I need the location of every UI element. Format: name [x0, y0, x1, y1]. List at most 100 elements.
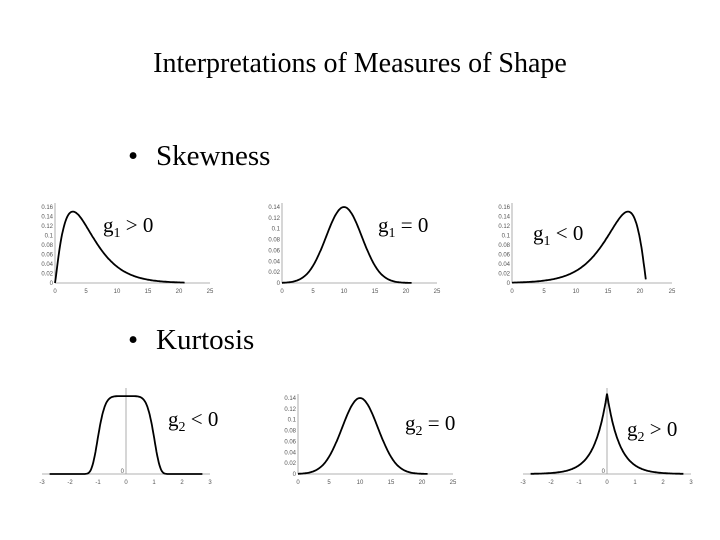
- coef-relation: = 0: [423, 411, 456, 435]
- coefficient-label: g2 < 0: [168, 407, 218, 435]
- x-tick-label: 1: [152, 480, 156, 486]
- x-tick-label: 1: [633, 480, 637, 486]
- coefficient-label: g1 < 0: [533, 221, 583, 249]
- y-tick-label: 0.06: [498, 253, 510, 259]
- x-tick-label: 15: [605, 289, 612, 295]
- coef-symbol: g: [103, 213, 114, 237]
- y-tick-label: 0.1: [502, 234, 511, 240]
- y-tick-label: 0.04: [284, 450, 296, 456]
- coef-relation: = 0: [396, 213, 429, 237]
- y-tick-label: 0: [507, 281, 511, 287]
- y-tick-label: 0.02: [268, 270, 280, 276]
- x-tick-label: 2: [661, 480, 665, 486]
- x-tick-label: 10: [114, 289, 121, 295]
- coefficient-label: g1 > 0: [103, 213, 153, 241]
- y-tick-label: 0.06: [41, 253, 53, 259]
- coef-relation: < 0: [186, 407, 219, 431]
- x-tick-label: 0: [280, 289, 284, 295]
- y-tick-label: 0.02: [41, 272, 53, 278]
- slide-title: Interpretations of Measures of Shape: [153, 48, 567, 79]
- y-tick-label: 0.12: [284, 407, 296, 413]
- x-tick-label: 5: [311, 289, 315, 295]
- density-curve: [298, 397, 428, 475]
- y-tick-label: 0: [121, 469, 125, 475]
- x-tick-label: 0: [510, 289, 514, 295]
- y-tick-label: 0.04: [498, 262, 510, 268]
- bullet-kurtosis: • Kurtosis: [128, 324, 254, 357]
- x-tick-label: 20: [419, 480, 426, 486]
- density-curve: [282, 206, 412, 284]
- y-tick-label: 0.1: [45, 234, 54, 240]
- coef-subscript: 2: [179, 420, 186, 435]
- y-tick-label: 0.14: [498, 215, 510, 221]
- bullet-label-kurtosis: Kurtosis: [156, 324, 255, 356]
- density-curve: [530, 393, 684, 475]
- y-tick-label: 0.02: [498, 272, 510, 278]
- y-tick-label: 0.16: [498, 205, 510, 211]
- x-tick-label: 2: [180, 480, 184, 486]
- coef-symbol: g: [627, 417, 638, 441]
- x-tick-label: 5: [84, 289, 88, 295]
- y-tick-label: 0.14: [284, 396, 296, 402]
- x-tick-label: 0: [124, 480, 128, 486]
- x-tick-label: 20: [176, 289, 183, 295]
- y-tick-label: 0.16: [41, 205, 53, 211]
- coef-symbol: g: [378, 213, 389, 237]
- coef-symbol: g: [533, 221, 544, 245]
- bullet-marker: •: [128, 140, 139, 172]
- x-tick-label: -1: [576, 480, 582, 486]
- x-tick-label: 5: [327, 480, 331, 486]
- x-tick-label: -2: [548, 480, 554, 486]
- y-tick-label: 0.14: [268, 205, 280, 211]
- coef-symbol: g: [168, 407, 179, 431]
- coef-relation: > 0: [121, 213, 154, 237]
- coefficient-label: g2 = 0: [405, 411, 455, 439]
- bullet-skewness: • Skewness: [128, 140, 270, 173]
- x-tick-label: 20: [637, 289, 644, 295]
- x-tick-label: 25: [207, 289, 214, 295]
- y-tick-label: 0.04: [268, 259, 280, 265]
- x-tick-label: 15: [145, 289, 152, 295]
- x-tick-label: 20: [403, 289, 410, 295]
- density-curve: [49, 395, 203, 475]
- coef-relation: > 0: [645, 417, 678, 441]
- x-tick-label: 15: [388, 480, 395, 486]
- y-tick-label: 0.04: [41, 262, 53, 268]
- coef-subscript: 1: [114, 226, 121, 241]
- coefficient-label: g1 = 0: [378, 213, 428, 241]
- x-tick-label: 25: [669, 289, 676, 295]
- x-tick-label: 10: [573, 289, 580, 295]
- y-tick-label: 0: [50, 281, 54, 287]
- y-tick-label: 0.08: [41, 243, 53, 249]
- x-tick-label: -2: [67, 480, 73, 486]
- density-curve: [54, 210, 185, 284]
- coef-subscript: 1: [389, 226, 396, 241]
- coef-relation: < 0: [551, 221, 584, 245]
- x-tick-label: 25: [450, 480, 457, 486]
- y-tick-label: 0: [602, 469, 606, 475]
- x-tick-label: 3: [689, 480, 693, 486]
- x-tick-label: 10: [357, 480, 364, 486]
- bullet-label-skewness: Skewness: [156, 140, 271, 172]
- x-tick-label: -1: [95, 480, 101, 486]
- y-tick-label: 0.08: [284, 429, 296, 435]
- y-tick-label: 0.14: [41, 215, 53, 221]
- x-tick-label: 0: [53, 289, 57, 295]
- y-tick-label: 0.1: [272, 227, 281, 233]
- y-tick-label: 0.02: [284, 461, 296, 467]
- y-tick-label: 0: [293, 472, 297, 478]
- y-tick-label: 0.08: [268, 238, 280, 244]
- x-tick-label: 0: [605, 480, 609, 486]
- x-tick-label: 0: [296, 480, 300, 486]
- coef-subscript: 2: [416, 424, 423, 439]
- x-tick-label: 15: [372, 289, 379, 295]
- x-tick-label: 5: [542, 289, 546, 295]
- coef-symbol: g: [405, 411, 416, 435]
- density-curve: [512, 210, 647, 284]
- y-tick-label: 0.08: [498, 243, 510, 249]
- y-tick-label: 0.12: [41, 224, 53, 230]
- x-tick-label: -3: [39, 480, 45, 486]
- y-tick-label: 0: [277, 281, 281, 287]
- x-tick-label: 25: [434, 289, 441, 295]
